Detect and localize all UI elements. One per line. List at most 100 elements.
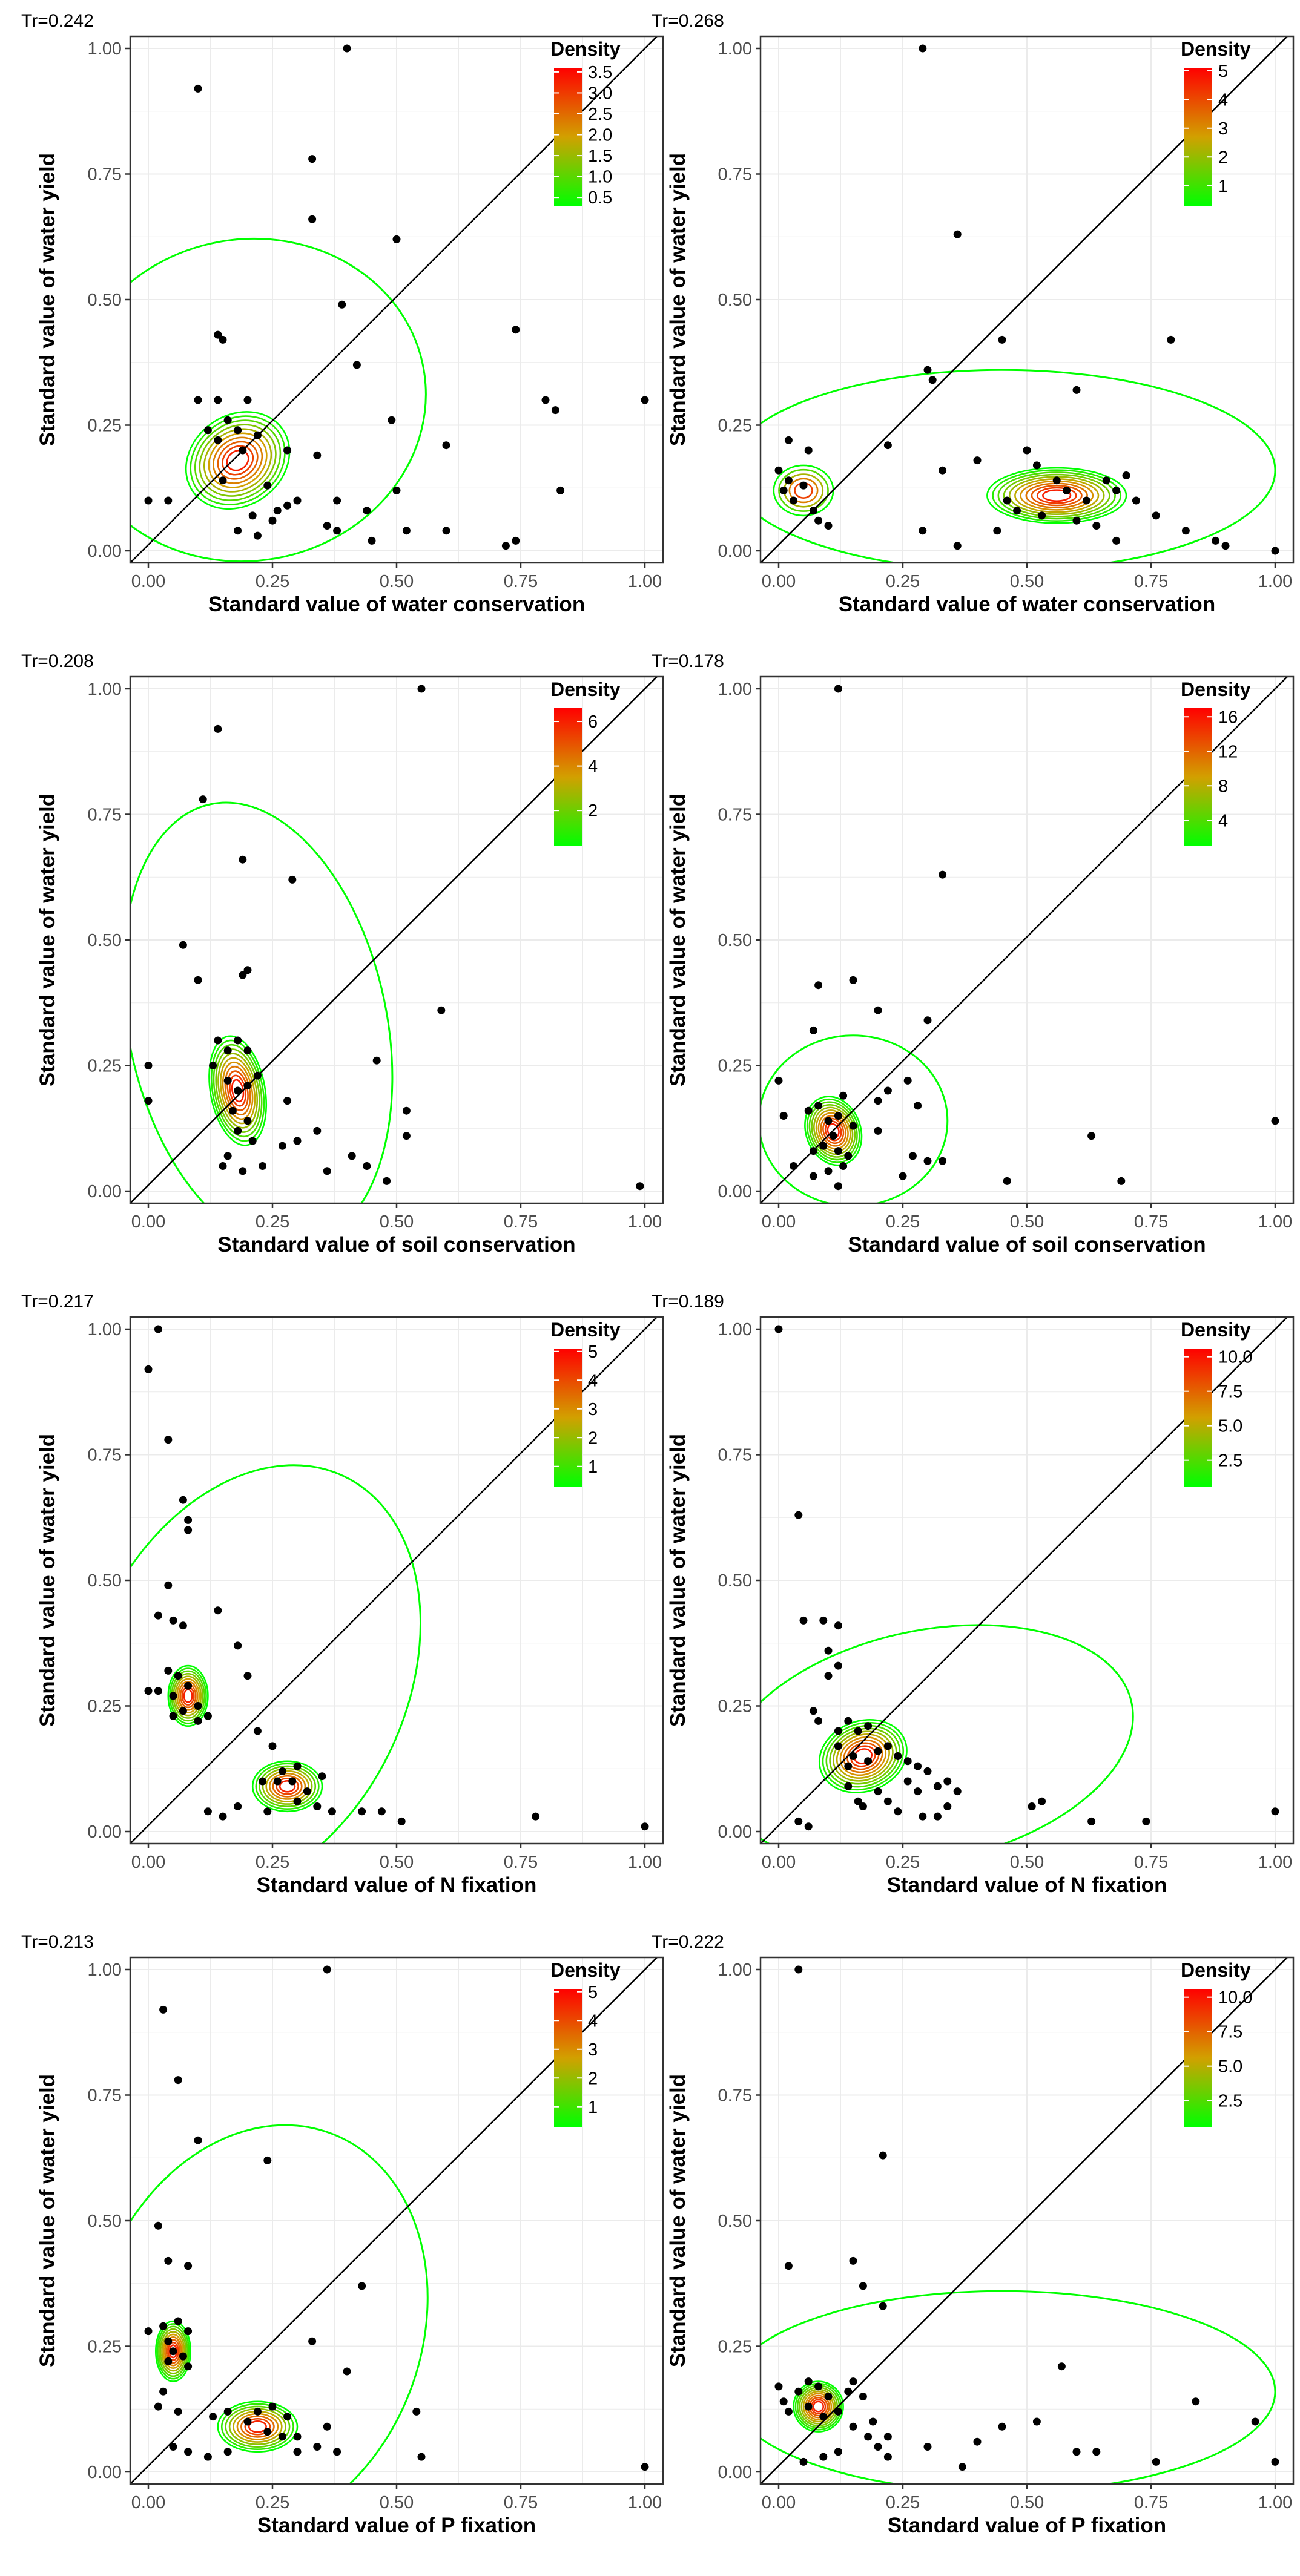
- data-point: [412, 2407, 421, 2416]
- y-axis-label: Standard value of water yield: [666, 1434, 690, 1727]
- y-tick-label: 0.50: [88, 1571, 122, 1591]
- data-point: [308, 155, 317, 163]
- data-point: [164, 2256, 173, 2265]
- data-point: [928, 376, 937, 384]
- data-point: [943, 1777, 952, 1786]
- data-point: [908, 1152, 917, 1160]
- y-tick-label: 0.00: [88, 542, 122, 561]
- data-point: [268, 1742, 277, 1750]
- data-point: [556, 486, 565, 494]
- data-point: [239, 446, 247, 455]
- data-point: [799, 2457, 808, 2466]
- data-point: [323, 522, 331, 530]
- density-contour: [279, 1780, 296, 1793]
- y-tick-label: 0.75: [718, 2086, 752, 2106]
- x-axis-label: Standard value of N fixation: [887, 1873, 1167, 1897]
- data-point: [377, 1807, 386, 1816]
- data-point: [283, 446, 292, 455]
- data-point: [209, 1062, 217, 1070]
- x-tick-label: 0.50: [1010, 2493, 1044, 2512]
- data-point: [804, 2402, 813, 2411]
- data-point: [859, 1802, 867, 1810]
- legend-label: 7.5: [1218, 2023, 1242, 2042]
- data-point: [1032, 2417, 1041, 2426]
- data-point: [923, 1016, 932, 1025]
- y-tick-label: 0.25: [88, 1697, 122, 1717]
- data-point: [864, 2433, 873, 2441]
- y-axis-label: Standard value of water yield: [666, 794, 690, 1086]
- density-contour: [161, 2331, 185, 2372]
- y-tick-label: 0.50: [718, 1571, 752, 1591]
- data-point: [883, 1742, 892, 1750]
- y-tick-label: 0.50: [88, 291, 122, 310]
- data-point: [174, 2317, 182, 2325]
- data-point: [194, 396, 202, 404]
- data-point: [313, 451, 322, 459]
- y-tick-label: 0.75: [88, 2086, 122, 2106]
- x-tick-label: 0.25: [256, 572, 289, 591]
- density-contour: [778, 468, 829, 512]
- data-point: [338, 300, 346, 309]
- data-point: [903, 1076, 912, 1085]
- data-point: [328, 1807, 336, 1816]
- data-point: [854, 1727, 862, 1735]
- x-tick-label: 0.50: [1010, 1212, 1044, 1232]
- data-point: [144, 1097, 153, 1105]
- data-point: [844, 1717, 853, 1725]
- x-tick-label: 0.25: [886, 1212, 920, 1232]
- data-point: [313, 2443, 322, 2451]
- legend-label: 4: [588, 757, 598, 777]
- data-point: [248, 511, 257, 520]
- legend-label: 7.5: [1218, 1382, 1242, 1402]
- x-tick-label: 0.50: [380, 1212, 414, 1232]
- data-point: [512, 536, 520, 545]
- data-point: [973, 2437, 982, 2446]
- data-point: [1271, 1117, 1279, 1125]
- data-point: [874, 1747, 882, 1755]
- data-point: [159, 2005, 168, 2014]
- data-point: [179, 1707, 187, 1715]
- data-point: [288, 875, 297, 884]
- data-point: [839, 1091, 848, 1100]
- data-point: [402, 527, 411, 535]
- data-point: [348, 1152, 356, 1160]
- density-contour-outer: [130, 237, 427, 563]
- x-tick-label: 1.00: [1258, 572, 1292, 591]
- y-tick-label: 0.50: [88, 2212, 122, 2231]
- density-contour: [185, 411, 291, 510]
- x-tick-label: 1.00: [628, 2493, 662, 2512]
- data-point: [219, 1162, 227, 1170]
- data-point: [809, 1707, 817, 1715]
- data-point: [903, 1757, 912, 1766]
- data-point: [1013, 507, 1021, 515]
- y-tick-label: 0.00: [88, 1822, 122, 1842]
- x-tick-label: 0.25: [886, 1853, 920, 1872]
- density-contour: [213, 436, 263, 484]
- legend-title: Density: [550, 678, 621, 700]
- x-tick-label: 1.00: [628, 1853, 662, 1872]
- data-point: [358, 1807, 366, 1816]
- data-point: [363, 507, 371, 515]
- x-tick-label: 0.00: [762, 1853, 796, 1872]
- density-contour: [208, 432, 268, 488]
- density-contour-outer: [130, 2124, 429, 2484]
- legend-label: 4: [588, 2011, 598, 2031]
- data-point: [397, 1817, 406, 1825]
- data-point: [248, 1137, 257, 1145]
- x-axis-label: Standard value of water conservation: [839, 593, 1215, 616]
- legend-label: 12: [1218, 742, 1238, 761]
- x-tick-label: 0.75: [1134, 2493, 1168, 2512]
- data-point: [164, 2357, 173, 2365]
- data-point: [239, 971, 247, 979]
- data-point: [203, 1712, 212, 1720]
- y-tick-label: 0.00: [718, 542, 752, 561]
- legend-title: Density: [550, 38, 621, 60]
- data-point: [283, 501, 292, 510]
- density-contour: [222, 1061, 254, 1120]
- data-point: [278, 2433, 286, 2441]
- x-axis-label: Standard value of N fixation: [257, 1873, 537, 1897]
- data-point: [874, 1787, 882, 1796]
- data-point: [223, 1076, 232, 1085]
- data-point: [774, 2382, 783, 2391]
